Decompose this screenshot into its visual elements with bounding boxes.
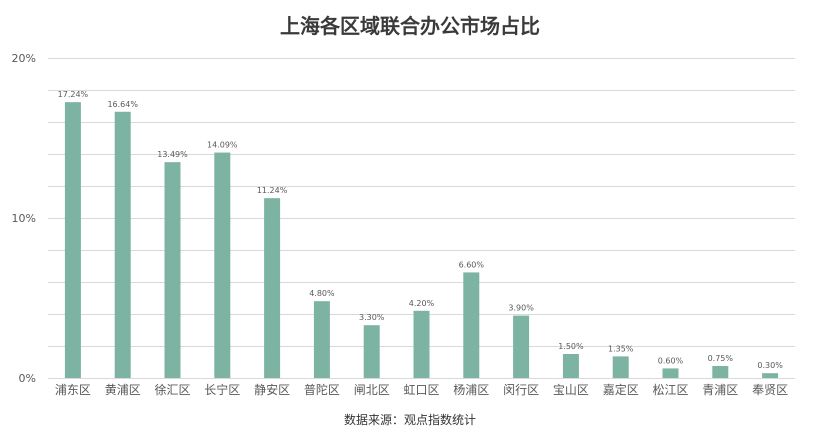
- x-tick-label: 嘉定区: [603, 382, 639, 397]
- bar: [313, 301, 330, 378]
- data-label: 3.30%: [359, 313, 385, 322]
- y-tick-label: 10%: [12, 212, 36, 225]
- bars: [64, 102, 779, 378]
- x-tick-label: 闸北区: [354, 383, 390, 397]
- x-tick-label: 宝山区: [553, 383, 589, 397]
- bar: [114, 111, 131, 378]
- x-tick-label: 杨浦区: [453, 382, 489, 397]
- x-tick-label: 静安区: [254, 382, 290, 397]
- bar: [712, 366, 729, 378]
- y-tick-label: 20%: [12, 52, 36, 65]
- y-axis-tick-labels: 0% 10% 20%: [12, 52, 36, 385]
- data-label: 0.30%: [757, 361, 783, 370]
- x-tick-label: 闵行区: [503, 382, 539, 397]
- bar: [214, 152, 231, 378]
- data-label: 1.50%: [558, 342, 584, 351]
- data-label: 1.35%: [608, 344, 634, 353]
- x-tick-label: 虹口区: [403, 383, 439, 397]
- bar: [513, 315, 530, 378]
- source-note: 数据来源：观点指数统计: [343, 413, 476, 427]
- data-label: 6.60%: [459, 260, 485, 269]
- data-label: 14.09%: [207, 141, 238, 150]
- data-label: 17.24%: [58, 90, 89, 99]
- data-label: 11.24%: [257, 186, 288, 195]
- data-label: 0.75%: [708, 354, 734, 363]
- bar: [64, 102, 81, 378]
- x-tick-label: 普陀区: [304, 382, 340, 397]
- bar: [662, 368, 679, 378]
- x-tick-label: 长宁区: [204, 382, 240, 397]
- x-tick-label: 浦东区: [55, 383, 91, 397]
- data-label: 16.64%: [107, 100, 138, 109]
- data-label: 13.49%: [157, 150, 188, 159]
- data-labels: 17.24% 16.64% 13.49% 14.09% 11.24% 4.80% 3.30%…: [58, 90, 784, 370]
- bar: [762, 373, 779, 378]
- data-label: 0.60%: [658, 356, 684, 365]
- x-tick-label: 黄浦区: [105, 383, 141, 397]
- data-label: 4.20%: [409, 299, 435, 308]
- x-tick-label: 徐汇区: [154, 382, 190, 397]
- data-label: 4.80%: [309, 289, 335, 298]
- bar: [463, 272, 480, 378]
- bar: [562, 354, 579, 378]
- bar: [164, 162, 181, 378]
- x-axis-tick-labels: 浦东区 黄浦区 徐汇区 长宁区 静安区 普陀区 闸北区 虹口区 杨浦区 闵行区 宝山区 嘉定区 松江区青…: [55, 382, 788, 397]
- bar: [612, 356, 629, 378]
- chart-title: 上海各区域联合办公市场占比: [280, 14, 540, 38]
- data-label: 3.90%: [508, 304, 534, 313]
- x-tick-label: 青浦区: [702, 383, 738, 397]
- y-tick-label: 0%: [19, 372, 36, 385]
- x-tick-label: 松江区: [652, 383, 688, 397]
- bar: [413, 310, 430, 378]
- bar: [264, 198, 281, 378]
- x-tick-label: 奉贤区: [752, 383, 788, 397]
- bar: [363, 325, 380, 378]
